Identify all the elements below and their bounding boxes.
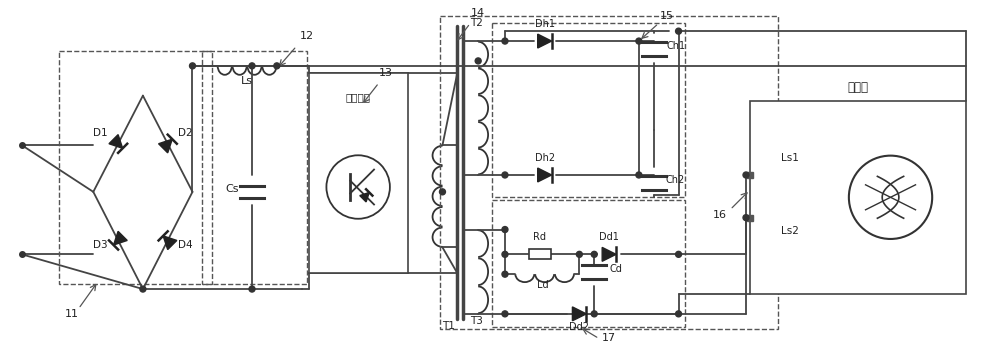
Circle shape [249,286,255,292]
Bar [750,101,966,294]
Bar [202,51,307,284]
Circle shape [676,252,682,257]
Circle shape [502,227,508,233]
Text: Ch1: Ch1 [666,41,685,51]
Bar [492,200,685,327]
Circle shape [274,63,280,69]
Text: 16: 16 [713,210,727,220]
Text: Dh1: Dh1 [535,19,555,29]
Polygon shape [159,139,172,153]
Text: Cs: Cs [225,184,239,194]
Text: 17: 17 [602,333,616,343]
Circle shape [591,252,597,257]
Circle shape [475,58,481,64]
Text: Dd1: Dd1 [599,233,619,243]
Circle shape [190,63,195,69]
Bar [59,51,212,284]
Polygon shape [109,135,123,148]
Text: D2: D2 [178,128,193,138]
Circle shape [140,286,146,292]
Text: 11: 11 [64,309,78,319]
Polygon shape [538,34,552,48]
Text: T1: T1 [442,321,455,331]
Circle shape [502,172,508,178]
Circle shape [676,311,682,317]
Polygon shape [163,236,177,249]
Text: Rd: Rd [533,233,546,243]
Polygon shape [572,307,586,321]
Circle shape [743,215,749,220]
Text: D3: D3 [93,240,108,250]
Circle shape [636,172,642,178]
Text: Ch2: Ch2 [666,175,685,185]
Text: Dd2: Dd2 [569,322,589,332]
Text: 13: 13 [379,68,393,78]
Bar [492,23,685,197]
Circle shape [439,189,445,195]
Circle shape [676,28,682,34]
Polygon shape [114,231,127,245]
Circle shape [636,38,642,44]
Text: 12: 12 [300,31,314,41]
Circle shape [502,271,508,277]
Text: T3: T3 [470,316,483,326]
Bar [440,16,778,329]
Bar [529,249,551,259]
Bar [309,73,408,273]
Text: T2: T2 [470,18,483,28]
Polygon shape [360,193,369,202]
Text: Ls2: Ls2 [781,226,799,236]
Text: Ls1: Ls1 [781,153,799,163]
Circle shape [576,252,582,257]
Circle shape [591,311,597,317]
Text: 15: 15 [660,11,674,21]
Polygon shape [602,247,616,261]
Circle shape [249,63,255,69]
Circle shape [502,252,508,257]
Text: Ls: Ls [241,76,253,86]
Polygon shape [538,168,552,182]
Text: 14: 14 [471,8,485,18]
Circle shape [502,38,508,44]
Text: Ld: Ld [537,280,548,290]
Text: D1: D1 [93,128,108,138]
Text: 开关电路: 开关电路 [346,92,371,102]
Circle shape [743,172,749,178]
Text: 磁控管: 磁控管 [848,81,869,93]
Text: Dh2: Dh2 [535,153,555,163]
Text: D4: D4 [178,240,193,250]
Text: Cd: Cd [610,264,622,274]
Circle shape [502,311,508,317]
